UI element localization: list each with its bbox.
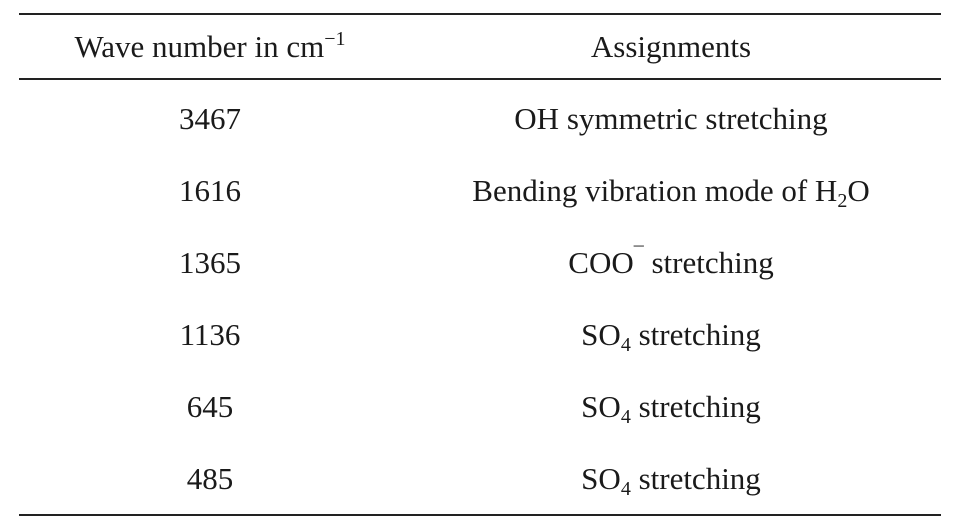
assignment-cell: SO4 stretching — [401, 388, 941, 427]
assignment-subscript: 4 — [620, 333, 631, 356]
ir-assignment-table: Wave number in cm−1 Assignments 3467 OH … — [19, 13, 941, 516]
table-bottom-rule — [19, 514, 941, 516]
wave-number-cell: 1365 — [179, 244, 241, 280]
wave-number-cell: 1136 — [179, 316, 241, 352]
table-header-rule — [19, 78, 941, 80]
wave-number-cell: 1616 — [179, 172, 241, 208]
header-wave-number-text: Wave number in cm — [74, 29, 325, 64]
assignment-cell: COO¯ stretching — [401, 243, 941, 280]
assignment-text: SO — [581, 388, 621, 424]
table-body: 3467 OH symmetric stretching 1616 Bendin… — [19, 82, 941, 514]
assignment-text-after: O — [847, 172, 870, 208]
header-wave-number: Wave number in cm−1 — [19, 28, 401, 64]
assignment-text: SO — [581, 316, 621, 352]
table-row: 485 SO4 stretching — [19, 442, 941, 514]
table-row: 1616 Bending vibration mode of H2O — [19, 154, 941, 226]
wave-number-cell: 485 — [186, 460, 234, 496]
wave-number-cell: 3467 — [179, 100, 241, 136]
assignment-cell: Bending vibration mode of H2O — [401, 172, 941, 211]
header-assignments: Assignments — [590, 29, 752, 64]
table-row: 1136 SO4 stretching — [19, 298, 941, 370]
assignment-subscript: 4 — [620, 405, 631, 428]
table-row: 645 SO4 stretching — [19, 370, 941, 442]
wave-number-cell: 645 — [186, 388, 234, 424]
assignment-text-after: stretching — [630, 388, 761, 424]
assignment-subscript: 4 — [620, 477, 631, 500]
assignment-text-after: stretching — [630, 316, 761, 352]
assignment-text: OH symmetric stretching — [514, 100, 828, 136]
assignment-subscript: 2 — [837, 189, 848, 212]
assignment-text: SO — [581, 460, 621, 496]
assignment-cell: SO4 stretching — [401, 316, 941, 355]
assignment-cell: SO4 stretching — [401, 460, 941, 499]
assignment-text: Bending vibration mode of H — [472, 172, 838, 208]
assignment-text: COO — [568, 244, 634, 280]
assignment-text-after: stretching — [630, 460, 761, 496]
header-wave-number-exponent: −1 — [324, 28, 346, 50]
table-top-rule — [19, 13, 941, 15]
assignment-cell: OH symmetric stretching — [401, 103, 941, 134]
assignment-superscript: ¯ — [633, 243, 644, 266]
assignment-text-after: stretching — [643, 244, 774, 280]
table-row: 1365 COO¯ stretching — [19, 226, 941, 298]
table-header-row: Wave number in cm−1 Assignments — [19, 15, 941, 78]
table-row: 3467 OH symmetric stretching — [19, 82, 941, 154]
